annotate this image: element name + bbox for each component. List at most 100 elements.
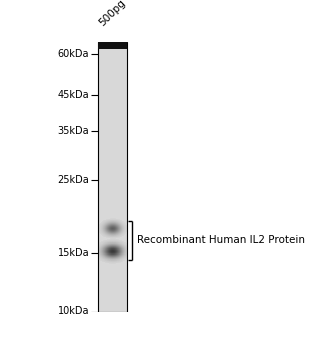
Bar [124,243,125,244]
Bar [109,222,110,223]
Bar [126,227,127,228]
Bar [119,222,120,223]
Bar [112,225,113,226]
Bar [115,233,116,234]
Bar [102,243,103,244]
Bar [107,246,108,247]
Bar [99,247,100,248]
Bar [106,235,107,236]
Bar [117,220,118,221]
Bar [123,243,124,244]
Bar [98,249,99,250]
Bar [109,254,110,255]
Bar [105,230,106,231]
Bar [113,233,114,234]
Bar [110,260,111,261]
Bar [106,241,107,242]
Bar [123,260,124,261]
Bar [103,240,104,241]
Bar [110,223,111,224]
Bar [108,244,109,245]
Bar [113,219,114,220]
Bar [103,248,104,249]
Bar [115,252,116,253]
Bar [120,246,121,247]
Bar [104,220,105,221]
Bar [110,220,111,221]
Bar [105,226,106,227]
Bar [114,226,115,227]
Bar [118,227,119,228]
Bar [115,247,116,248]
Bar [110,229,111,230]
Bar [123,253,124,254]
Bar [112,228,113,229]
Bar [120,226,121,227]
Bar [98,228,99,229]
Bar [123,232,124,233]
Bar [99,255,100,256]
Bar [122,243,123,244]
Bar [118,226,119,227]
Bar [125,253,126,254]
Bar [116,258,117,259]
Bar [123,242,124,243]
Bar [110,236,111,237]
Bar [113,231,114,232]
Bar [117,241,118,242]
Bar [125,233,126,234]
Bar [115,220,116,221]
Bar [121,257,122,258]
Bar [111,244,112,245]
Bar [118,225,119,226]
Bar [112,232,113,233]
Bar [120,252,121,253]
Bar [102,247,103,248]
Bar [110,250,111,251]
Bar [122,251,123,252]
Bar [100,233,101,234]
Bar [118,236,119,237]
Bar [105,234,106,235]
Bar [125,250,126,251]
Bar [112,236,113,237]
Bar [116,235,117,236]
Bar [125,244,126,245]
Bar [119,251,120,252]
Bar [122,259,123,260]
Bar [109,226,110,227]
Bar [105,251,106,252]
Bar [122,234,123,235]
Bar [99,227,100,228]
Bar [115,251,116,252]
Bar [103,257,104,258]
Bar [123,255,124,256]
Bar [110,253,111,254]
Bar [118,249,119,250]
Bar [121,222,122,223]
Bar [108,255,109,256]
Bar [121,221,122,222]
Bar [106,261,107,262]
Bar [104,228,105,229]
Bar [123,229,124,230]
Bar [124,254,125,255]
Bar [115,246,116,247]
Bar [107,247,108,248]
Bar [101,228,102,229]
Bar [101,259,102,260]
Bar [104,227,105,228]
Bar [111,227,112,228]
Bar [106,245,107,246]
Bar [98,253,99,254]
Bar [111,248,112,249]
Bar [101,245,102,246]
Bar [124,230,125,231]
Bar [104,261,105,262]
Bar [117,257,118,258]
Bar [106,230,107,231]
Bar [115,263,116,264]
Bar [113,226,114,227]
Bar [110,243,111,244]
Bar [114,246,115,247]
